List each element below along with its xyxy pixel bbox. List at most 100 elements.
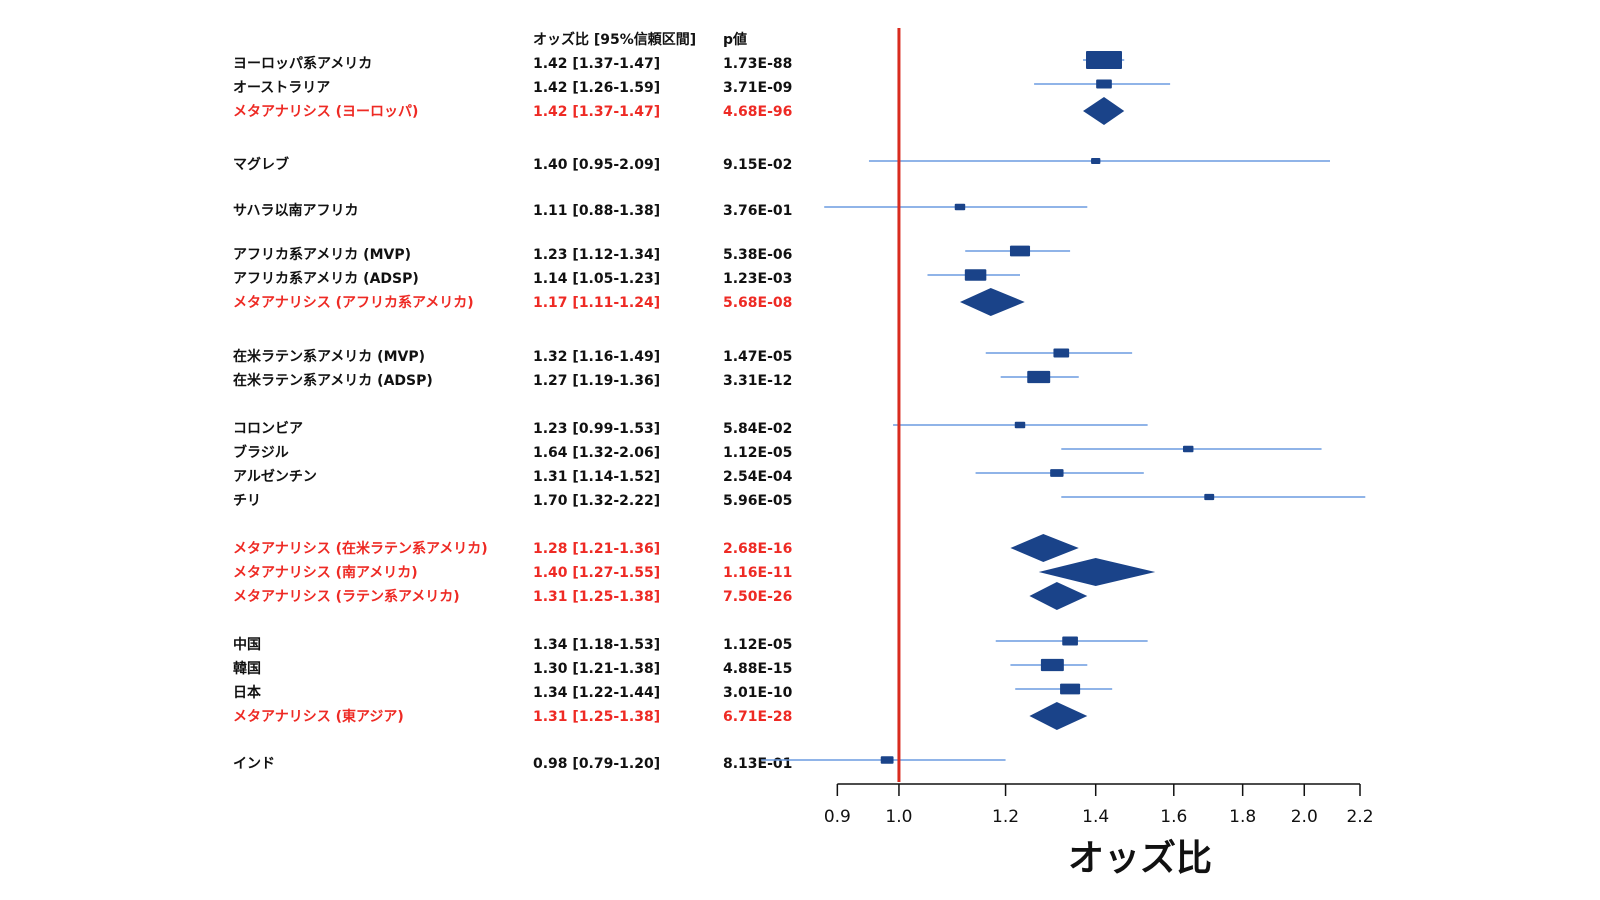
meta-diamond — [1029, 582, 1088, 610]
column-headers: オッズ比 [95%信頼区間] p値 — [533, 31, 747, 48]
row-p-value: 1.12E-05 — [723, 445, 792, 461]
row-label: メタアナリシス (東アジア) — [233, 708, 404, 725]
row-p-value: 8.13E-01 — [723, 756, 792, 772]
point-estimate-box — [1027, 370, 1051, 384]
row-odds-ratio: 1.17 [1.11-1.24] — [533, 295, 660, 311]
row-label: メタアナリシス (在米ラテン系アメリカ) — [233, 540, 488, 557]
row-label: 日本 — [233, 684, 262, 701]
row-odds-ratio: 1.42 [1.37-1.47] — [533, 104, 660, 120]
row-odds-ratio: 1.27 [1.19-1.36] — [533, 373, 660, 389]
p-column-header: p値 — [723, 31, 747, 48]
row-odds-ratio: 1.40 [0.95-2.09] — [533, 157, 660, 173]
row-label: メタアナリシス (南アメリカ) — [233, 564, 418, 581]
row-p-value: 3.71E-09 — [723, 80, 792, 96]
x-axis: 0.9 1.0 1.2 1.4 1.6 1.8 2.0 2.2 — [824, 783, 1374, 827]
row-p-value: 1.73E-88 — [723, 56, 792, 72]
row-p-value: 5.68E-08 — [723, 295, 792, 311]
row-odds-ratio: 1.31 [1.25-1.38] — [533, 589, 660, 605]
row-p-value: 3.31E-12 — [723, 373, 792, 389]
meta-analysis-row: メタアナリシス (ラテン系アメリカ) 1.31 [1.25-1.38] 7.50E-… — [233, 582, 1088, 610]
meta-analysis-row: メタアナリシス (アフリカ系アメリカ) 1.17 [1.11-1.24] 5.68E… — [233, 288, 1025, 316]
row-odds-ratio: 1.30 [1.21-1.38] — [533, 661, 660, 677]
tick-label: 1.0 — [885, 807, 912, 827]
row-p-value: 6.71E-28 — [723, 709, 792, 725]
meta-analysis-row: メタアナリシス (ヨーロッパ) 1.42 [1.37-1.47] 4.68E-96 — [233, 97, 1125, 125]
point-estimate-box — [880, 756, 894, 764]
point-estimate-box — [1060, 683, 1081, 695]
row-odds-ratio: 1.42 [1.37-1.47] — [533, 56, 660, 72]
row-label: 在米ラテン系アメリカ (ADSP) — [233, 372, 433, 389]
point-estimate-box — [964, 269, 987, 281]
study-row: 在米ラテン系アメリカ (MVP) 1.32 [1.16-1.49] 1.47E-05 — [233, 348, 1133, 365]
row-odds-ratio: 1.34 [1.18-1.53] — [533, 637, 660, 653]
row-p-value: 4.88E-15 — [723, 661, 792, 677]
row-odds-ratio: 1.23 [0.99-1.53] — [533, 421, 660, 437]
tick-label: 0.9 — [824, 807, 851, 827]
row-odds-ratio: 1.31 [1.25-1.38] — [533, 709, 660, 725]
tick-label: 1.2 — [992, 807, 1019, 827]
study-row: アフリカ系アメリカ (ADSP) 1.14 [1.05-1.23] 1.23E-03 — [233, 269, 1021, 287]
point-estimate-box — [1050, 469, 1064, 477]
study-row: ブラジル 1.64 [1.32-2.06] 1.12E-05 — [233, 444, 1322, 461]
row-p-value: 7.50E-26 — [723, 589, 792, 605]
row-odds-ratio: 1.64 [1.32-2.06] — [533, 445, 660, 461]
study-row: コロンビア 1.23 [0.99-1.53] 5.84E-02 — [233, 421, 1148, 437]
row-p-value: 5.38E-06 — [723, 247, 792, 263]
tick-label: 1.4 — [1082, 807, 1109, 827]
point-estimate-box — [1096, 79, 1112, 89]
tick-label: 1.8 — [1229, 807, 1256, 827]
point-estimate-box — [1053, 348, 1070, 358]
tick-label: 2.2 — [1346, 807, 1373, 827]
row-odds-ratio: 1.70 [1.32-2.22] — [533, 493, 660, 509]
meta-diamond — [1010, 534, 1079, 562]
row-odds-ratio: 1.42 [1.26-1.59] — [533, 80, 660, 96]
row-label: アフリカ系アメリカ (ADSP) — [233, 270, 419, 287]
meta-analysis-row: メタアナリシス (南アメリカ) 1.40 [1.27-1.55] 1.16E-11 — [233, 558, 1156, 586]
point-estimate-box — [1085, 51, 1122, 69]
point-estimate-box — [1182, 445, 1194, 453]
tick-label: 1.6 — [1160, 807, 1187, 827]
row-p-value: 5.96E-05 — [723, 493, 792, 509]
row-p-value: 2.54E-04 — [723, 469, 793, 485]
row-label: コロンビア — [233, 421, 303, 437]
row-label: 中国 — [233, 636, 261, 653]
row-odds-ratio: 1.32 [1.16-1.49] — [533, 349, 660, 365]
row-label: メタアナリシス (ラテン系アメリカ) — [233, 588, 460, 605]
study-row: アルゼンチン 1.31 [1.14-1.52] 2.54E-04 — [233, 468, 1144, 485]
row-odds-ratio: 1.23 [1.12-1.34] — [533, 247, 660, 263]
row-label: メタアナリシス (ヨーロッパ) — [233, 104, 418, 120]
study-row: アフリカ系アメリカ (MVP) 1.23 [1.12-1.34] 5.38E-06 — [233, 245, 1071, 263]
row-odds-ratio: 1.34 [1.22-1.44] — [533, 685, 660, 701]
row-p-value: 1.23E-03 — [723, 271, 792, 287]
row-label: ブラジル — [233, 444, 289, 461]
row-p-value: 9.15E-02 — [723, 157, 792, 173]
or-column-header: オッズ比 [95%信頼区間] — [533, 31, 696, 48]
meta-analysis-row: メタアナリシス (東アジア) 1.31 [1.25-1.38] 6.71E-28 — [233, 702, 1088, 730]
point-estimate-box — [1014, 421, 1026, 429]
row-odds-ratio: 1.14 [1.05-1.23] — [533, 271, 660, 287]
row-label: チリ — [233, 493, 261, 509]
row-p-value: 3.01E-10 — [723, 685, 793, 701]
meta-diamond — [1038, 558, 1156, 586]
point-estimate-box — [1009, 245, 1031, 257]
point-estimate-box — [1062, 636, 1078, 646]
row-p-value: 3.76E-01 — [723, 203, 792, 219]
study-row: インド 0.98 [0.79-1.20] 8.13E-01 — [233, 756, 1006, 772]
row-label: アルゼンチン — [233, 468, 317, 485]
study-row: 日本 1.34 [1.22-1.44] 3.01E-10 — [233, 683, 1113, 701]
row-p-value: 1.16E-11 — [723, 565, 792, 581]
row-odds-ratio: 1.11 [0.88-1.38] — [533, 203, 660, 219]
study-row: ヨーロッパ系アメリカ 1.42 [1.37-1.47] 1.73E-88 — [233, 51, 1125, 72]
row-p-value: 5.84E-02 — [723, 421, 792, 437]
tick-label: 2.0 — [1291, 807, 1318, 827]
x-axis-title: オッズ比 — [1068, 837, 1212, 879]
row-odds-ratio: 1.28 [1.21-1.36] — [533, 541, 660, 557]
forest-rows: ヨーロッパ系アメリカ 1.42 [1.37-1.47] 1.73E-88 オーストラリ… — [233, 51, 1366, 772]
meta-analysis-row: メタアナリシス (在米ラテン系アメリカ) 1.28 [1.21-1.36] 2.68… — [233, 534, 1079, 562]
row-label: サハラ以南アフリカ — [233, 202, 358, 219]
row-label: オーストラリア — [233, 80, 330, 96]
study-row: サハラ以南アフリカ 1.11 [0.88-1.38] 3.76E-01 — [233, 202, 1088, 219]
row-p-value: 1.12E-05 — [723, 637, 792, 653]
point-estimate-box — [1040, 658, 1064, 672]
